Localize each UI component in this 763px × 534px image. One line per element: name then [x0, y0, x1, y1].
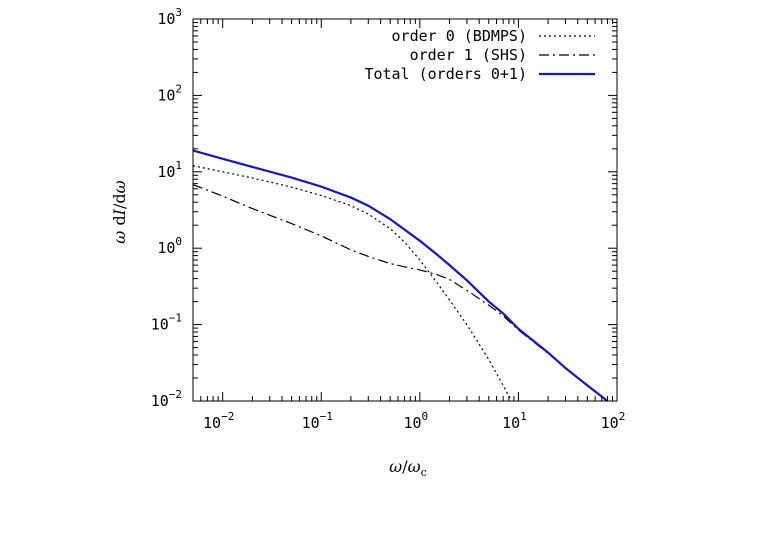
series-layer: [193, 149, 609, 401]
y-tick-label: 10−2: [151, 388, 182, 410]
x-tick-label: 10−2: [203, 410, 234, 432]
tick-layer: [192, 18, 618, 402]
x-tick-label: 100: [403, 410, 428, 432]
y-tick-label: 103: [157, 6, 182, 28]
x-tick-label: 102: [601, 410, 626, 432]
y-tick-label: 101: [157, 159, 182, 181]
legend-label-1: order 1 (SHS): [410, 46, 527, 64]
y-tick-labels: 10−2 10−1 100 101 102 103: [151, 6, 182, 410]
series-line-2: [193, 149, 609, 401]
svg-text:ω dI/dω: ω dI/dω: [110, 180, 129, 243]
legend: order 0 (BDMPS)order 1 (SHS)Total (order…: [364, 27, 595, 83]
x-tick-labels: 10−2 10−1 100 101 102: [203, 410, 625, 432]
x-axis-label: ω/ωc: [389, 457, 427, 479]
series-line-0: [193, 165, 512, 401]
legend-label-0: order 0 (BDMPS): [392, 27, 527, 45]
plot-frame: [192, 18, 618, 402]
x-tick-label: 101: [502, 410, 527, 432]
y-axis-label: ω dI/dω: [110, 180, 129, 243]
y-tick-label: 100: [157, 235, 182, 257]
y-tick-label: 102: [157, 82, 182, 104]
legend-label-2: Total (orders 0+1): [364, 65, 527, 83]
y-tick-label: 10−1: [151, 312, 182, 334]
x-tick-label: 10−1: [302, 410, 333, 432]
